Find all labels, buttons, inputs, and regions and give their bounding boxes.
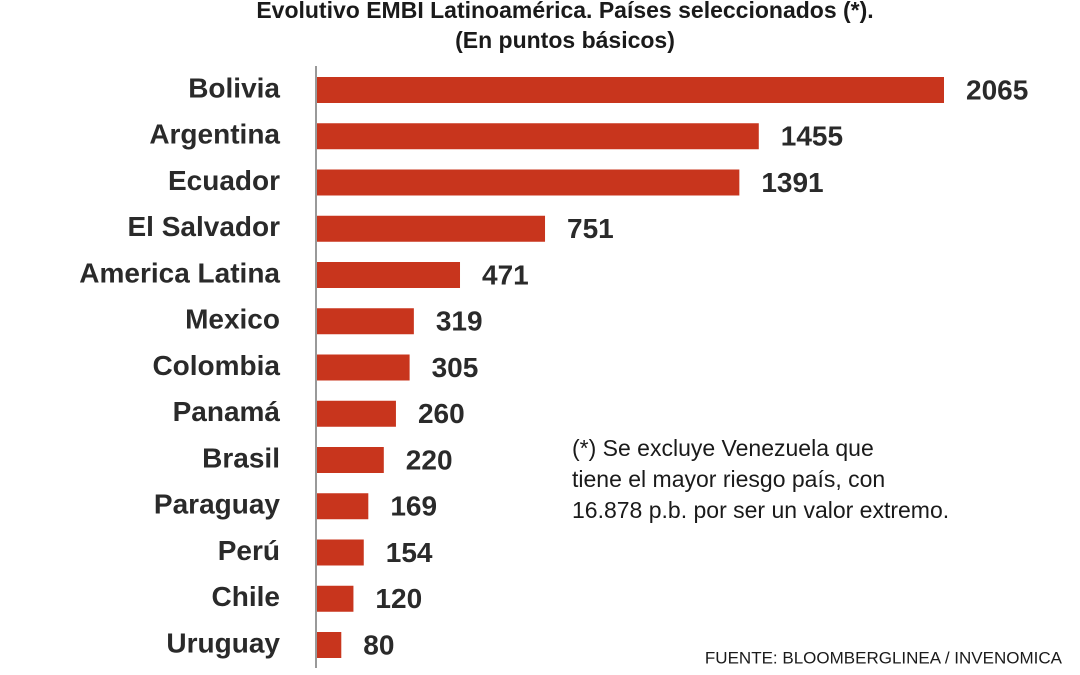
- category-label: Argentina: [149, 119, 280, 150]
- category-label: Panamá: [173, 396, 281, 427]
- bar: [317, 493, 369, 520]
- category-label: Brasil: [202, 442, 280, 473]
- bar: [317, 632, 342, 658]
- bar: [317, 169, 740, 196]
- bar: [317, 447, 384, 473]
- value-label: 260: [418, 398, 465, 429]
- chart-subtitle: (En puntos básicos): [455, 27, 675, 53]
- value-label: 751: [567, 213, 614, 244]
- bar: [317, 308, 414, 335]
- bar: [317, 215, 546, 242]
- category-label: Uruguay: [166, 627, 280, 658]
- category-label: Paraguay: [154, 489, 280, 520]
- category-label: Chile: [212, 581, 280, 612]
- bar: [317, 123, 759, 150]
- category-label: Perú: [218, 535, 280, 566]
- category-label: Bolivia: [188, 72, 280, 103]
- value-label: 319: [436, 306, 483, 337]
- value-label: 1391: [761, 167, 823, 198]
- source: FUENTE: BLOOMBERGLINEA / INVENOMICA: [705, 648, 1063, 667]
- category-label: El Salvador: [127, 211, 280, 242]
- value-label: 1455: [781, 121, 843, 152]
- value-label: 220: [406, 444, 453, 475]
- category-label: Mexico: [185, 304, 280, 335]
- value-label: 2065: [966, 74, 1028, 105]
- bar: [317, 539, 364, 566]
- value-label: 154: [386, 537, 433, 568]
- bar: [317, 585, 354, 612]
- bar: [317, 400, 396, 427]
- value-label: 169: [390, 491, 437, 522]
- category-label: Ecuador: [168, 165, 280, 196]
- category-label: Colombia: [152, 350, 280, 381]
- value-label: 120: [375, 583, 422, 614]
- value-label: 471: [482, 259, 529, 290]
- value-label: 305: [432, 352, 479, 383]
- note: tiene el mayor riesgo país, con: [572, 466, 885, 492]
- note: (*) Se excluye Venezuela que: [572, 435, 874, 461]
- chart-title: Evolutivo EMBI Latinoamérica. Países sel…: [256, 0, 873, 23]
- value-label: 80: [363, 629, 394, 660]
- bar: [317, 262, 461, 288]
- bar: [317, 354, 410, 381]
- category-label: America Latina: [79, 257, 280, 288]
- note: 16.878 p.b. por ser un valor extremo.: [572, 497, 949, 523]
- bar: [317, 77, 944, 103]
